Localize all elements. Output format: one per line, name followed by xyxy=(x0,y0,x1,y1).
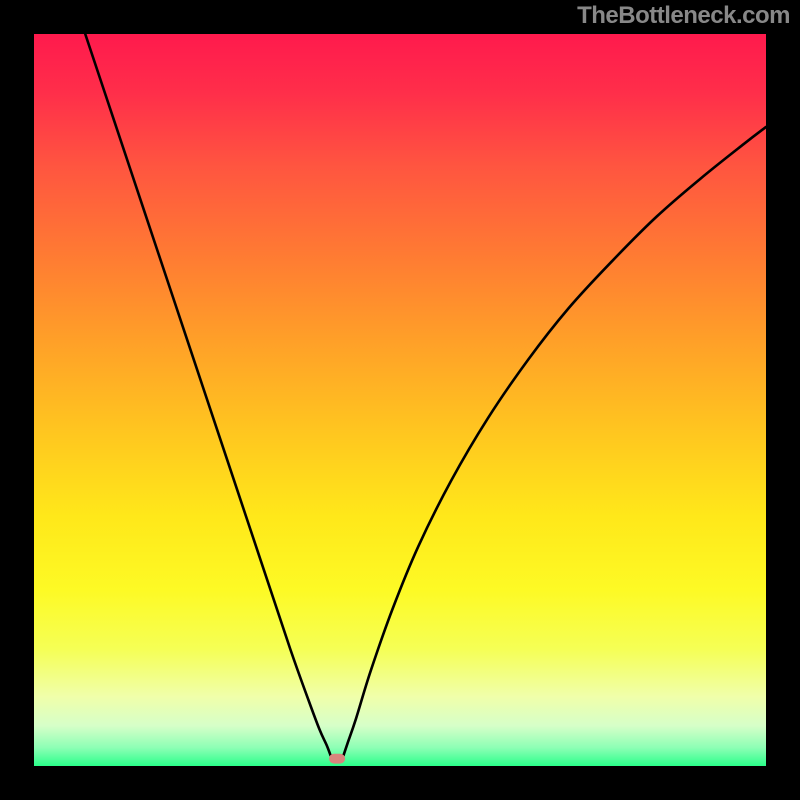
watermark-text: TheBottleneck.com xyxy=(577,2,790,30)
bottleneck-point-marker xyxy=(329,754,345,764)
chart-container: TheBottleneck.com xyxy=(0,0,800,800)
bottleneck-marker xyxy=(34,34,766,766)
plot-frame xyxy=(34,34,766,766)
